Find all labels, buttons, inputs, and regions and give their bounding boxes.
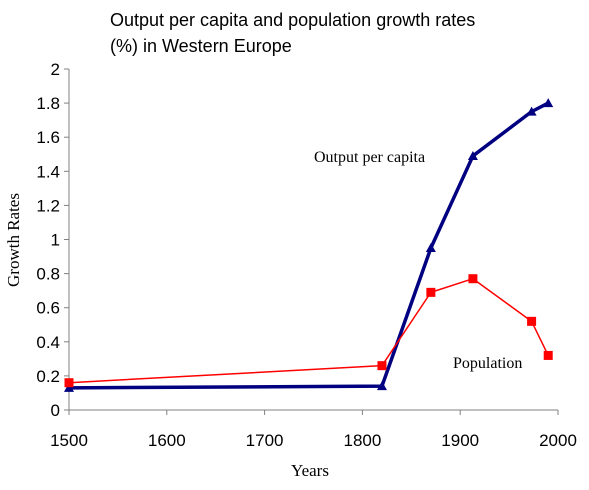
data-point-output-per-capita xyxy=(543,98,554,108)
x-tick-label: 1800 xyxy=(343,431,381,450)
y-tick-label: 0 xyxy=(51,401,60,420)
y-tick-label: 0.8 xyxy=(36,265,60,284)
series-label-output-per-capita: Output per capita xyxy=(314,149,425,166)
series-label-population: Population xyxy=(453,355,522,372)
x-tick-label: 2000 xyxy=(539,431,577,450)
x-tick-label: 1500 xyxy=(50,431,88,450)
y-tick-label: 1 xyxy=(51,231,60,250)
y-axis-label: Growth Rates xyxy=(4,193,23,287)
y-tick-label: 0.6 xyxy=(36,299,60,318)
data-point-output-per-capita xyxy=(376,381,387,391)
x-tick-label: 1600 xyxy=(148,431,186,450)
y-tick-label: 0.2 xyxy=(36,367,60,386)
data-point-population xyxy=(468,274,478,284)
data-point-population xyxy=(377,361,387,371)
x-axis-ticks: 1500 1600 1700 1800 1900 2000 xyxy=(50,410,577,450)
y-tick-label: 1.4 xyxy=(36,162,60,181)
series-line-population xyxy=(68,277,549,384)
data-point-population xyxy=(426,287,436,297)
x-axis-label: Years xyxy=(291,461,329,480)
series-layer xyxy=(64,98,554,392)
y-tick-label: 0.4 xyxy=(36,333,60,352)
data-point-output-per-capita xyxy=(425,243,436,253)
data-point-output-per-capita xyxy=(467,150,478,160)
chart-title-line-1: Output per capita and population growth … xyxy=(110,10,475,30)
x-tick-label: 1900 xyxy=(441,431,479,450)
data-point-population xyxy=(64,378,74,388)
y-tick-label: 1.6 xyxy=(36,128,60,147)
data-point-output-per-capita xyxy=(64,382,74,392)
data-point-population xyxy=(543,350,553,360)
y-axis-ticks: 0 0.2 0.4 0.6 0.8 1 1.2 1.4 1.6 1.8 2 xyxy=(36,60,69,420)
series-line-output-per-capita xyxy=(68,101,550,390)
y-tick-label: 1.2 xyxy=(36,196,60,215)
chart-title-line-2: (%) in Western Europe xyxy=(110,36,292,56)
y-tick-label: 1.8 xyxy=(36,94,60,113)
data-point-population xyxy=(527,316,537,326)
x-tick-label: 1700 xyxy=(246,431,284,450)
data-point-output-per-capita xyxy=(526,106,537,116)
y-tick-label: 2 xyxy=(51,60,60,79)
